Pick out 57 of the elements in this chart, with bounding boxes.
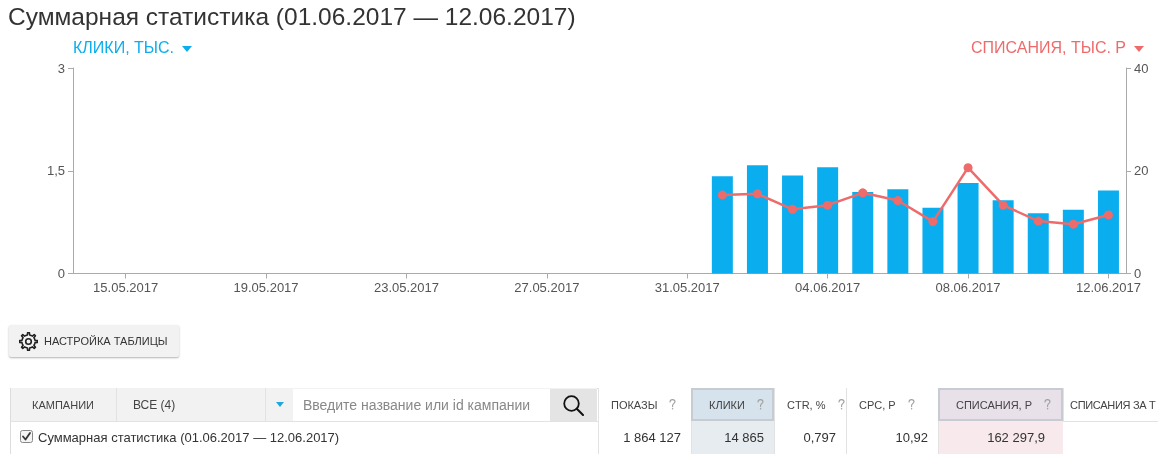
bar <box>746 165 768 274</box>
bar <box>957 183 979 274</box>
bar <box>1027 213 1049 274</box>
chart-title: Суммарная статистика (01.06.2017 — 12.06.2017) <box>8 2 576 32</box>
text: ПОКАЗЫ <box>611 398 658 411</box>
y2-axis-title: СПИСАНИЯ, ТЫС. Р <box>971 39 1126 56</box>
point <box>823 200 833 210</box>
point <box>893 196 903 206</box>
bar <box>711 176 733 274</box>
y-axis-title: КЛИКИ, ТЫС. <box>73 39 174 56</box>
settings-button: НАСТРОЙКА ТАБЛИЦЫ <box>9 325 179 357</box>
text: ВСЕ (4) <box>133 397 176 412</box>
bar <box>1097 190 1119 274</box>
x-tick-label: 31.05.2017 <box>654 279 720 295</box>
point <box>998 200 1008 210</box>
x-tick-label: 04.06.2017 <box>795 279 861 295</box>
y2-tick-label: 40 <box>1134 60 1149 76</box>
y-tick-label: 3 <box>57 60 65 76</box>
point <box>1103 210 1113 220</box>
bar <box>817 167 839 274</box>
point <box>1033 216 1043 226</box>
bar <box>992 200 1014 274</box>
text: CPC, Р <box>859 398 896 411</box>
point <box>788 204 798 214</box>
x-tick-label: 08.06.2017 <box>935 279 1001 295</box>
search-field: Введите название или id кампании <box>293 389 550 421</box>
y-tick-label: 0 <box>57 266 65 281</box>
bar <box>922 207 944 274</box>
text: 1 864 127 <box>623 430 681 445</box>
x-tick-label: 19.05.2017 <box>233 279 299 295</box>
text: КЛИКИ <box>709 398 745 411</box>
point <box>752 189 762 199</box>
point <box>928 217 938 227</box>
point <box>963 163 973 173</box>
text: 162 297,9 <box>987 430 1045 445</box>
bar <box>1062 209 1084 274</box>
x-tick-label: 15.05.2017 <box>93 279 159 295</box>
text: Суммарная статистика (01.06.2017 — 12.06.2017) <box>38 430 340 445</box>
text: 0,797 <box>803 430 836 445</box>
point <box>858 188 868 198</box>
text: СПИСАНИЯ, Р <box>956 398 1033 411</box>
y2-tick-label: 20 <box>1134 163 1149 179</box>
text: КАМПАНИИ <box>32 398 94 411</box>
text: 14 865 <box>724 430 764 445</box>
bar <box>852 191 874 274</box>
text: СПИСАНИЯ ЗА Т <box>1070 398 1156 411</box>
bar <box>782 175 804 274</box>
x-tick-label: 27.05.2017 <box>514 279 580 295</box>
text: CTR, % <box>787 398 826 411</box>
x-tick-label: 12.06.2017 <box>1075 279 1141 295</box>
point <box>717 190 727 200</box>
y-tick-label: 1,5 <box>46 163 65 179</box>
y2-tick-label: 0 <box>1134 266 1142 281</box>
point <box>1068 219 1078 229</box>
x-tick-label: 23.05.2017 <box>373 279 439 295</box>
bar <box>887 189 909 274</box>
text: 10,92 <box>895 430 928 445</box>
